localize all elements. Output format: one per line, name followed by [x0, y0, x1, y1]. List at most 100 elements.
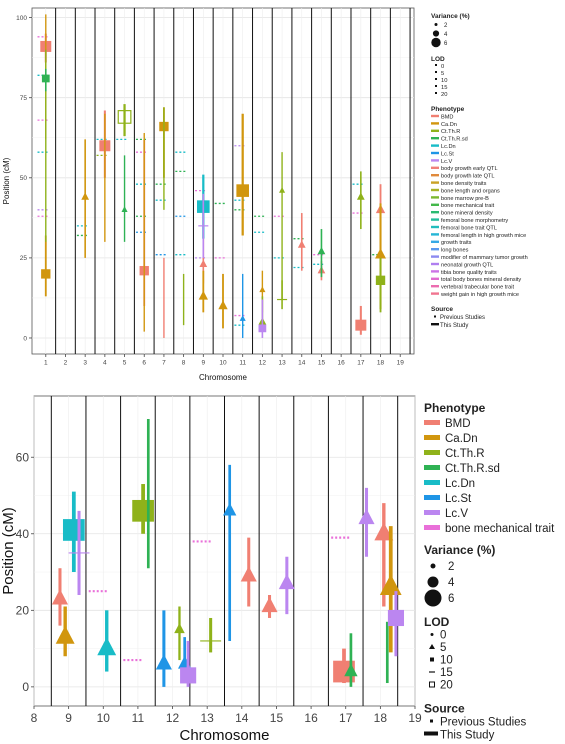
- legend-phenotype-key: [431, 262, 439, 266]
- legend-phenotype-key: [431, 181, 439, 184]
- qtl-marker-triangle: [358, 508, 375, 525]
- qtl-marker-triangle: [375, 248, 387, 259]
- legend-lod-label: 10: [440, 655, 453, 667]
- legend-phenotype-label: Lc.Dn: [445, 478, 475, 490]
- qtl-marker-square: [180, 667, 197, 684]
- x-tick-label: 10: [219, 360, 227, 367]
- qtl-marker-square: [375, 275, 386, 285]
- qtl-marker-triangle: [344, 663, 358, 677]
- x-tick-label: 19: [408, 711, 422, 725]
- qtl-marker-triangle: [240, 566, 257, 582]
- x-tick-label: 9: [201, 360, 205, 367]
- x-tick-label: 13: [278, 360, 286, 367]
- qtl-marker-square: [62, 519, 85, 541]
- qtl-marker-square: [333, 660, 355, 683]
- legend-phenotype-label: body growth late QTL: [441, 174, 494, 180]
- legend-phenotype-key: [431, 285, 439, 288]
- legend-source-previous-key: [430, 719, 433, 723]
- qtl-marker-triangle: [218, 300, 228, 310]
- x-tick-label: 3: [83, 360, 87, 367]
- legend-phenotype-label: femoral bone morphometry: [441, 218, 508, 224]
- qtl-marker-triangle: [97, 637, 117, 656]
- qtl-marker-triangle: [239, 315, 246, 321]
- y-tick-label: 75: [20, 95, 28, 102]
- legend-source-previous-label: Previous Studies: [440, 717, 527, 729]
- legend-phenotype-label: Lc.V: [445, 508, 468, 520]
- legend-phenotype-label: Ct.Th.R.sd: [445, 463, 500, 475]
- qtl-marker-square: [258, 324, 267, 333]
- legend-phenotype-key: [431, 292, 439, 295]
- qtl-marker-triangle: [199, 259, 208, 268]
- qtl-marker-open-square: [117, 110, 132, 124]
- legend-phenotype-key: [424, 495, 440, 500]
- legend-phenotype-label: BMD: [441, 114, 453, 120]
- qtl-marker-triangle: [297, 240, 306, 248]
- legend-phenotype-key: [424, 525, 440, 530]
- legend-lod-symbol: [435, 64, 437, 66]
- legend-phenotype-label: weight gain in high growth mice: [440, 292, 519, 298]
- qtl-marker-triangle: [51, 589, 69, 605]
- legend-phenotype-label: total body bones mineral density: [441, 277, 521, 283]
- y-tick-label: 100: [16, 15, 27, 22]
- y-tick-label: 50: [20, 175, 28, 182]
- legend-phenotype-key: [431, 174, 439, 177]
- legend-phenotype-key: [431, 218, 439, 221]
- legend-variance-symbol: [432, 30, 440, 37]
- x-tick-label: 6: [142, 360, 146, 367]
- qtl-marker-triangle: [279, 186, 286, 193]
- legend-phenotype-label: neonatal growth QTL: [441, 262, 493, 268]
- legend-phenotype-key: [424, 465, 440, 470]
- legend-phenotype-key: [431, 159, 439, 162]
- x-tick-label: 17: [357, 360, 365, 367]
- y-tick-label: 25: [20, 255, 28, 262]
- legend-source-previous-label: Previous Studies: [440, 315, 485, 321]
- qtl-marker-triangle: [155, 654, 172, 670]
- x-tick-label: 13: [201, 711, 215, 725]
- qtl-marker-square: [355, 319, 367, 331]
- x-tick-label: 18: [377, 360, 385, 367]
- legend-variance-label: 4: [448, 577, 455, 589]
- legend-phenotype-key: [431, 114, 439, 118]
- legend-phenotype-key: [431, 137, 439, 140]
- legend-variance-label: 2: [448, 561, 454, 573]
- x-tick-label: 19: [397, 360, 405, 367]
- legend-phenotype-label: bone density traits: [441, 181, 487, 187]
- legend-phenotype-label: Lc.St: [445, 493, 472, 505]
- legend-phenotype-label: BMD: [445, 418, 471, 430]
- legend-lod-label: 0: [440, 630, 446, 642]
- legend-phenotype-title: Phenotype: [424, 401, 486, 415]
- legend-variance-symbol: [434, 23, 438, 26]
- legend-lod-label: 15: [441, 85, 447, 91]
- legend-phenotype-label: Lc.Dn: [441, 144, 456, 150]
- legend-phenotype-key: [431, 211, 439, 214]
- x-axis-label: Chromosome: [199, 373, 248, 382]
- legend-source-this-label: This Study: [440, 730, 495, 742]
- x-tick-label: 5: [123, 360, 127, 367]
- legend-phenotype-label: Ca.Dn: [445, 433, 478, 445]
- legend-phenotype-key: [424, 510, 440, 515]
- qtl-marker-triangle: [379, 574, 402, 595]
- legend-phenotype-label: Ct.Th.R: [445, 448, 485, 460]
- x-tick-label: 14: [235, 711, 249, 725]
- x-tick-label: 15: [270, 711, 284, 725]
- y-tick-label: 40: [16, 527, 30, 541]
- x-tick-label: 4: [103, 360, 107, 367]
- legend-phenotype-key: [431, 248, 439, 251]
- legend-bottom: Phenotype BMD Ca.Dn Ct.Th.R Ct.Th.R.sd Lc.Dn L…: [424, 401, 555, 742]
- legend-phenotype-title: Phenotype: [431, 106, 465, 113]
- legend-source-title: Source: [424, 702, 465, 716]
- legend-variance-label: 6: [448, 593, 454, 605]
- legend-variance-title: Variance (%): [424, 543, 495, 557]
- legend-phenotype-label: bone mechanical trait: [445, 523, 555, 535]
- x-tick-label: 12: [166, 711, 180, 725]
- legend-variance-label: 4: [444, 32, 448, 38]
- legend-phenotype-key: [431, 196, 439, 199]
- legend-phenotype-label: bone marrow pre-B: [441, 196, 489, 202]
- legend-source-this-key: [424, 731, 438, 736]
- qtl-marker-square: [132, 499, 154, 522]
- qtl-marker-triangle: [223, 502, 237, 516]
- legend-phenotype-key: [431, 255, 439, 258]
